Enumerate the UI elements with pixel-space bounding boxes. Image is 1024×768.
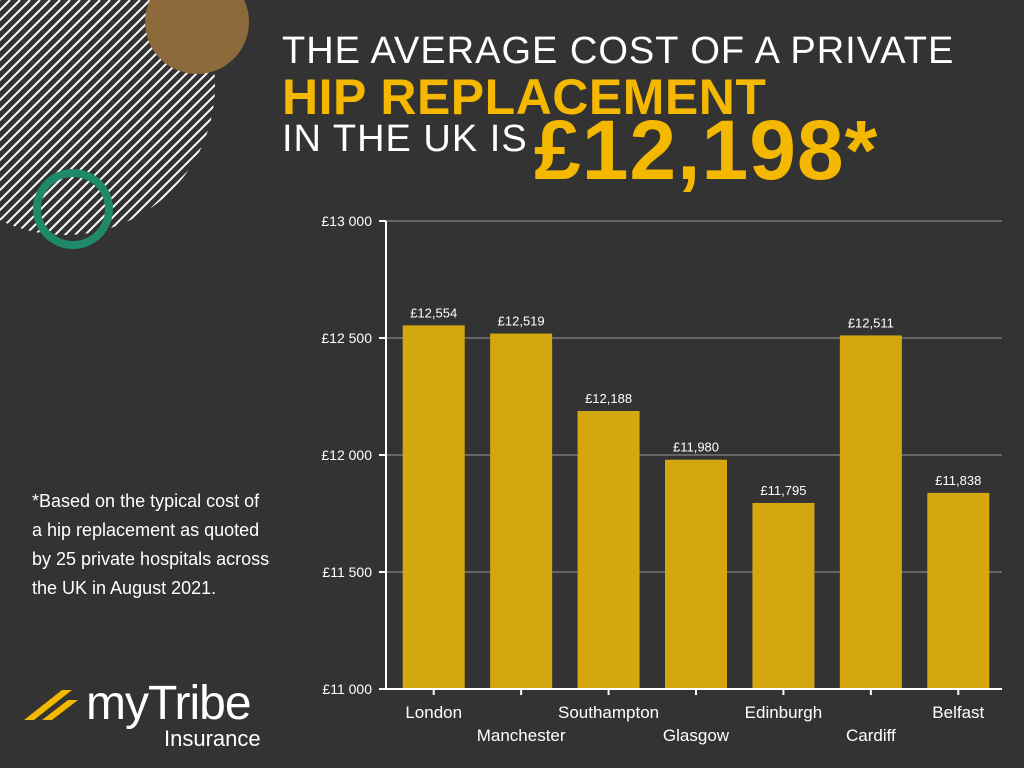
bar-edinburgh bbox=[752, 502, 815, 689]
bar-manchester bbox=[490, 333, 553, 689]
category-label: London bbox=[405, 703, 462, 722]
value-label: £12,511 bbox=[848, 315, 894, 330]
value-label: £12,519 bbox=[498, 314, 545, 329]
y-tick-label: £11 000 bbox=[322, 681, 372, 697]
headline-amount: £12,198* bbox=[534, 103, 879, 197]
brand-name: myTribe bbox=[86, 677, 252, 730]
bar-belfast bbox=[927, 492, 990, 689]
value-label: £11,838 bbox=[935, 473, 981, 488]
value-label: £11,795 bbox=[760, 483, 806, 498]
brand-sub: Insurance bbox=[164, 726, 261, 751]
category-label: Glasgow bbox=[663, 726, 730, 745]
decoration bbox=[0, 0, 249, 249]
bar-glasgow bbox=[665, 459, 727, 689]
bronze-circle-shape bbox=[145, 0, 249, 74]
value-label: £12,554 bbox=[410, 305, 457, 320]
category-label: Southampton bbox=[558, 703, 659, 722]
y-tick-label: £12 000 bbox=[321, 447, 372, 463]
y-tick-label: £11 500 bbox=[322, 564, 372, 580]
headline-line3: IN THE UK IS bbox=[282, 118, 528, 160]
y-tick-label: £12 500 bbox=[321, 330, 372, 346]
y-tick-label: £13 000 bbox=[321, 213, 372, 229]
bar-cardiff bbox=[839, 335, 902, 689]
bar-southampton bbox=[577, 411, 640, 689]
category-label: Manchester bbox=[477, 726, 566, 745]
value-label: £12,188 bbox=[585, 391, 632, 406]
mytribe-logo-icon bbox=[24, 690, 78, 720]
green-ring-shape bbox=[33, 169, 113, 249]
bar-london bbox=[402, 325, 465, 689]
headline-line1: THE AVERAGE COST OF A PRIVATE bbox=[282, 30, 955, 72]
value-label: £11,980 bbox=[673, 440, 719, 455]
headline-highlight: HIP REPLACEMENT bbox=[282, 69, 767, 125]
footnote: *Based on the typical cost of a hip repl… bbox=[32, 491, 270, 598]
category-label: Cardiff bbox=[846, 726, 896, 745]
category-label: Belfast bbox=[932, 703, 984, 722]
category-label: Edinburgh bbox=[745, 703, 823, 722]
